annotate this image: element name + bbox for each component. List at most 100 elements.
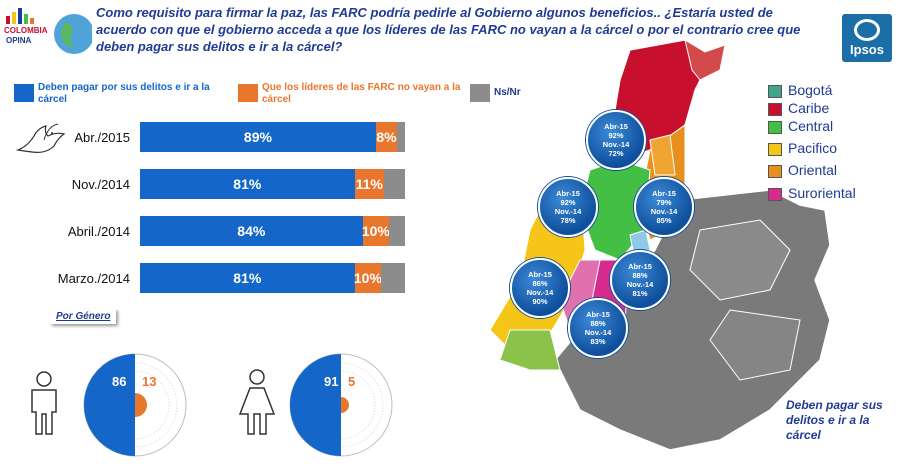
gauge-male-pay-value: 86: [112, 374, 127, 389]
map-bubble-caribe: Abr-15 92% Nov.-14 72%: [586, 110, 646, 170]
bubble-label: Abr-15: [556, 189, 580, 198]
legend-label-pay: Deben pagar por sus delitos e ir a la cá…: [38, 82, 210, 105]
bar-segment-nsnr: [381, 263, 405, 293]
ipsos-logo: Ipsos: [842, 14, 892, 62]
bar-segment-pay: 81%: [140, 169, 355, 199]
bubble-value: 88%: [632, 271, 648, 280]
gauge-female-no-jail-dot: [341, 397, 349, 413]
bar-segment-pay: 81%: [140, 263, 355, 293]
bar-value-no-jail: 11%: [355, 176, 383, 192]
map-note: Deben pagar sus delitos e ir a la cárcel: [786, 398, 883, 442]
bar-category-label: Nov./2014: [71, 177, 130, 192]
map-legend-label: Suroriental: [788, 185, 856, 201]
bubble-label: Nov.-14: [526, 288, 554, 297]
map-legend-label: Bogotá: [788, 82, 833, 98]
map-legend-swatch: [768, 143, 782, 156]
gauge-male-no-jail-dot: [135, 393, 147, 417]
legend-label-no-jail: Que los líderes de las FARC no vayan a l…: [262, 82, 461, 105]
map-region-gray-south: [709, 309, 801, 381]
bubble-label: Abr-15: [528, 270, 552, 279]
logo-graphic: [6, 8, 92, 54]
bubble-value: 79%: [656, 198, 672, 207]
gauge-female-pay-value: 91: [324, 374, 339, 389]
female-icon: [238, 369, 276, 435]
map-legend-item: Pacifico: [768, 140, 888, 160]
map-legend-swatch: [768, 165, 782, 178]
bubble-value: 83%: [590, 337, 606, 346]
bar-segment-pay: 89%: [140, 122, 376, 152]
map-bubble-pacifico: Abr-15 86% Nov.-14 90%: [510, 258, 570, 318]
bar-row: Marzo./2014 81% 10%: [0, 263, 420, 297]
gauge-female-no-jail-value: 5: [348, 374, 356, 389]
ipsos-label: Ipsos: [850, 42, 884, 57]
gauge-female-pay-half: [290, 354, 341, 456]
bubble-value: 92%: [560, 198, 576, 207]
ipsos-ring-icon: [854, 19, 880, 41]
bar-value-no-jail: 8%: [376, 129, 397, 145]
map-region-pacifico-south: [499, 329, 561, 371]
bar-segment-no-jail: 10%: [361, 216, 390, 246]
bar-segment-nsnr: [389, 216, 405, 246]
map-legend-label: Caribe: [788, 100, 830, 116]
dove-icon: [15, 123, 66, 153]
map-bubble-central: Abr-15 92% Nov.-14 78%: [538, 177, 598, 237]
legend-swatch-nsnr: [470, 84, 490, 102]
logo-line1: COLOMBIA: [4, 26, 48, 35]
bubble-label: Abr-15: [652, 189, 676, 198]
legend-swatch-no-jail: [238, 84, 258, 102]
male-icon: [31, 371, 57, 435]
gauge-female: [289, 353, 393, 457]
map-legend-item: Bogotá: [768, 82, 888, 102]
bar-row: Nov./2014 81% 11%: [0, 169, 420, 203]
map-legend-swatch: [768, 103, 782, 116]
question-title: Como requisito para firmar la paz, las F…: [96, 5, 801, 54]
bar-segment-no-jail: 8%: [375, 122, 398, 152]
map-legend-label: Pacifico: [788, 140, 838, 156]
bar-category-label: Marzo./2014: [57, 271, 130, 286]
map-legend-label: Central: [788, 118, 834, 134]
gauge-male-no-jail-value: 13: [142, 374, 157, 389]
map-legend-item: Oriental: [768, 162, 888, 182]
map-region-gray-inner: [689, 219, 791, 301]
bar-segment-no-jail: 11%: [354, 169, 384, 199]
bubble-label: Nov.-14: [650, 207, 678, 216]
bar-segment-nsnr: [397, 122, 405, 152]
bar-value-no-jail: 10%: [361, 223, 390, 239]
logo-line2: OPINA: [6, 36, 32, 45]
bubble-label: Abr-15: [604, 122, 628, 131]
map-bubble-oriental: Abr-15 79% Nov.-14 85%: [634, 177, 694, 237]
bar-category-label: Abril./2014: [67, 224, 130, 239]
map-legend-label: Oriental: [788, 162, 838, 178]
map-legend-item: Caribe: [768, 100, 888, 120]
map-legend-swatch: [768, 85, 782, 98]
bubble-label: Nov.-14: [584, 328, 612, 337]
bar-segment-no-jail: 10%: [353, 263, 382, 293]
bubble-value: 81%: [632, 289, 648, 298]
bubble-label: Nov.-14: [554, 207, 582, 216]
bubble-label: Abr-15: [628, 262, 652, 271]
map-region-bogota: [629, 229, 651, 257]
bar-row: Abril./2014 84% 10%: [0, 216, 420, 250]
bubble-label: Nov.-14: [602, 140, 630, 149]
bar-category-label: Abr./2015: [74, 130, 130, 145]
gauge-male: [83, 353, 187, 457]
map-legend-swatch: [768, 188, 782, 201]
bubble-value: 92%: [608, 131, 624, 140]
bar-value-pay: 81%: [233, 270, 262, 286]
gauge-male-pay-half: [84, 354, 135, 456]
bubble-value: 72%: [608, 149, 624, 158]
bubble-value: 88%: [590, 319, 606, 328]
map-region-caribe-north: [684, 38, 726, 81]
map-legend-item: Central: [768, 118, 888, 138]
bubble-label: Nov.-14: [626, 280, 654, 289]
bubble-value: 85%: [656, 216, 672, 225]
por-genero-label: Por Género: [50, 309, 116, 324]
map-legend-item: Suroriental: [768, 185, 888, 205]
bar-value-pay: 84%: [237, 223, 266, 239]
bar-value-pay: 81%: [233, 176, 262, 192]
bar-value-no-jail: 10%: [353, 270, 382, 286]
legend-label-nsnr: Ns/Nr: [494, 87, 521, 98]
bar-value-pay: 89%: [243, 129, 272, 145]
map-bubble-bogota: Abr-15 88% Nov.-14 81%: [610, 250, 670, 310]
bar-segment-nsnr: [383, 169, 405, 199]
